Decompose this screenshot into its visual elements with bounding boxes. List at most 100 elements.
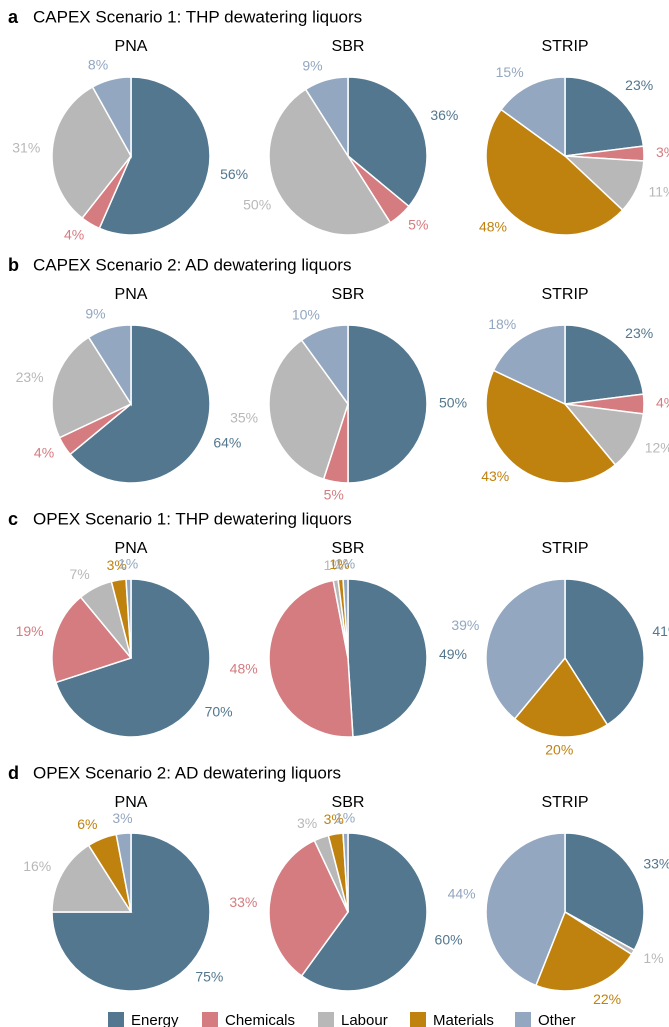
- panel-letter: d: [8, 763, 19, 783]
- legend-swatch: [108, 1012, 124, 1027]
- pie-slice: [268, 839, 349, 977]
- pie-title: PNA: [115, 794, 148, 811]
- pie-slice: [500, 76, 566, 158]
- pie-slice: [342, 578, 349, 659]
- value-label: 23%: [16, 369, 44, 385]
- pie-slice: [563, 403, 645, 466]
- value-label: 22%: [593, 991, 621, 1007]
- pie-title: STRIP: [541, 540, 588, 557]
- value-label: 1%: [118, 556, 138, 572]
- legend-label: Other: [538, 1012, 576, 1027]
- pie-slice: [485, 369, 617, 484]
- panel-title: OPEX Scenario 1: THP dewatering liquors: [33, 509, 352, 528]
- pie-slice: [347, 76, 428, 208]
- pie-slice: [300, 324, 349, 407]
- pie-slice: [87, 324, 132, 407]
- value-label: 75%: [195, 968, 223, 984]
- value-label: 4%: [34, 445, 54, 461]
- pie-slice: [115, 832, 132, 913]
- value-label: 4%: [656, 395, 669, 411]
- pie-slice: [51, 844, 133, 913]
- panel-title: CAPEX Scenario 2: AD dewatering liquors: [33, 255, 351, 274]
- value-label: 1%: [324, 557, 344, 573]
- value-label: 33%: [229, 894, 257, 910]
- value-label: 60%: [435, 931, 463, 947]
- value-label: 50%: [243, 197, 271, 213]
- value-label: 36%: [430, 107, 458, 123]
- value-label: 43%: [481, 468, 509, 484]
- legend-swatch: [410, 1012, 426, 1027]
- pie-slice: [492, 324, 566, 406]
- value-label: 3%: [324, 811, 344, 827]
- legend-label: Materials: [433, 1012, 494, 1027]
- value-label: 1%: [329, 556, 349, 572]
- value-label: 56%: [220, 166, 248, 182]
- pie-slice: [564, 76, 645, 157]
- legend-swatch: [202, 1012, 218, 1027]
- value-label: 12%: [645, 440, 669, 456]
- panel-letter: c: [8, 509, 18, 529]
- pie-title: PNA: [115, 540, 148, 557]
- value-label: 3%: [297, 815, 317, 831]
- value-label: 3%: [656, 144, 669, 160]
- value-label: 15%: [496, 64, 524, 80]
- pie-slice: [485, 108, 624, 236]
- value-label: 9%: [85, 305, 105, 321]
- legend-label: Energy: [131, 1012, 179, 1027]
- pie-slice: [347, 578, 428, 738]
- pie-title: STRIP: [541, 286, 588, 303]
- pie-slice: [51, 336, 133, 439]
- pie-slice: [268, 579, 354, 738]
- pie-slice: [485, 578, 566, 720]
- value-label: 3%: [107, 557, 127, 573]
- value-label: 11%: [649, 184, 669, 200]
- panel-letter: b: [8, 255, 19, 275]
- pie-title: SBR: [332, 540, 365, 557]
- legend-label: Labour: [341, 1012, 388, 1027]
- pie-title: STRIP: [541, 794, 588, 811]
- value-label: 35%: [230, 409, 258, 425]
- value-label: 9%: [302, 57, 322, 73]
- value-label: 4%: [64, 226, 84, 242]
- value-label: 23%: [625, 325, 653, 341]
- value-label: 33%: [643, 855, 669, 871]
- value-label: 1%: [335, 810, 355, 826]
- pie-slice: [125, 578, 132, 659]
- value-label: 48%: [230, 660, 258, 676]
- value-label: 70%: [205, 703, 233, 719]
- pie-title: SBR: [332, 794, 365, 811]
- value-label: 31%: [12, 139, 40, 155]
- pie-title: SBR: [332, 286, 365, 303]
- pie-slice: [342, 832, 349, 913]
- pie-slice: [534, 910, 633, 992]
- legend-swatch: [318, 1012, 334, 1027]
- pie-slice: [304, 76, 349, 159]
- value-label: 16%: [23, 858, 51, 874]
- pie-slice: [268, 88, 392, 236]
- panel-title: CAPEX Scenario 1: THP dewatering liquors: [33, 7, 362, 26]
- value-label: 5%: [324, 487, 344, 503]
- pie-slice: [51, 596, 133, 684]
- value-label: 1%: [643, 950, 663, 966]
- panel-title: OPEX Scenario 2: AD dewatering liquors: [33, 763, 341, 782]
- legend-label: Chemicals: [225, 1012, 295, 1027]
- value-label: 19%: [16, 623, 44, 639]
- pie-title: SBR: [332, 38, 365, 55]
- pie-title: STRIP: [541, 38, 588, 55]
- pie-title: PNA: [115, 38, 148, 55]
- pie-slice: [485, 832, 566, 987]
- pie-slice: [54, 578, 211, 738]
- pie-slice: [513, 656, 609, 738]
- value-label: 5%: [408, 216, 428, 232]
- value-label: 6%: [77, 816, 97, 832]
- pie-slice: [347, 324, 428, 484]
- pie-title: PNA: [115, 286, 148, 303]
- value-label: 44%: [448, 885, 476, 901]
- legend-swatch: [515, 1012, 531, 1027]
- pie-slice: [98, 76, 211, 236]
- value-label: 18%: [488, 316, 516, 332]
- pie-slice: [564, 832, 645, 952]
- value-label: 1%: [335, 556, 355, 572]
- pie-slice: [91, 76, 132, 159]
